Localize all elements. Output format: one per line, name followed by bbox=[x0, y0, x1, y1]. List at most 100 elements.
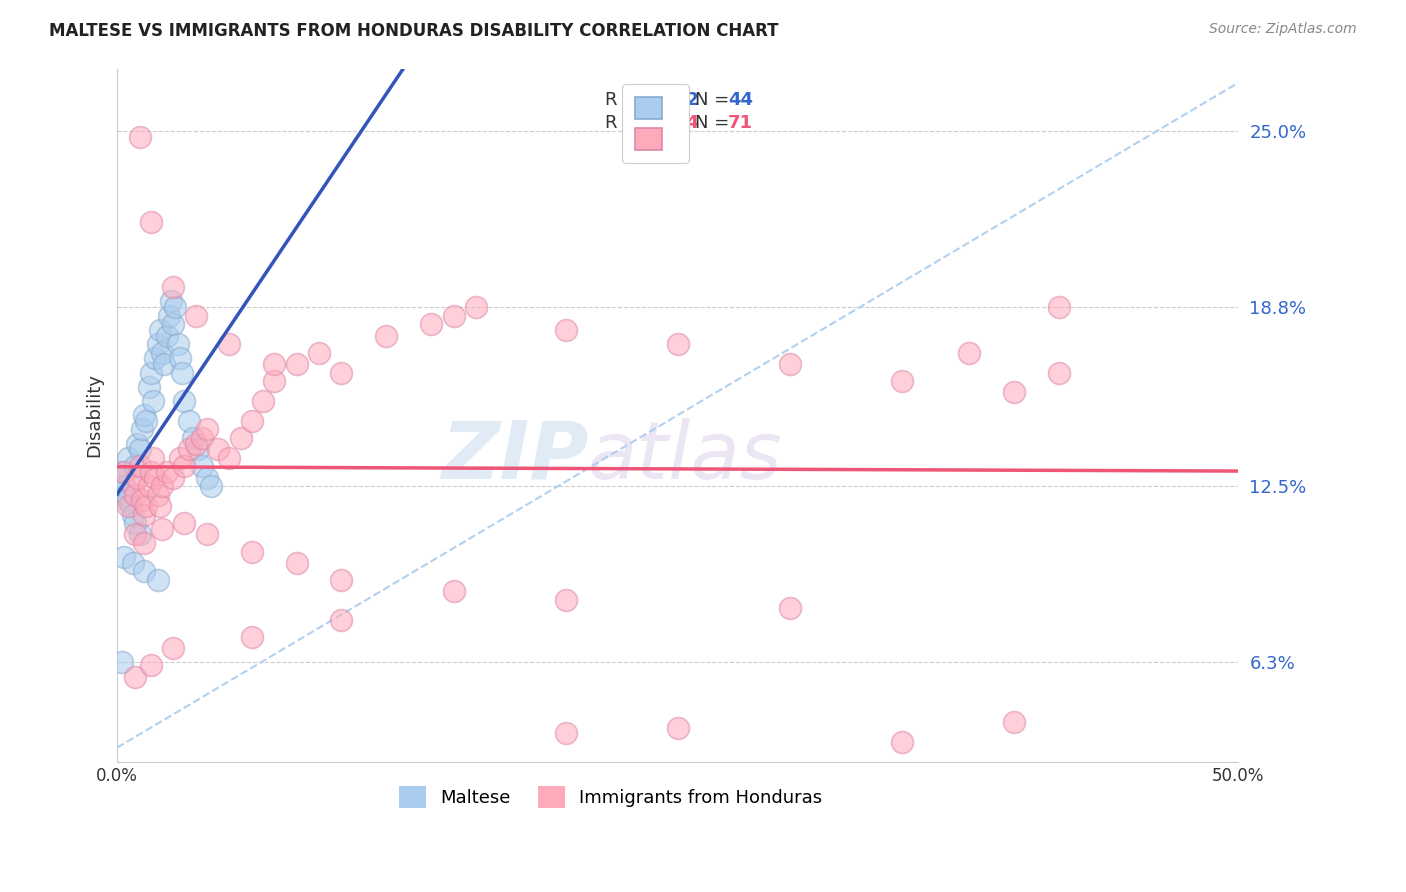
Point bbox=[160, 294, 183, 309]
Text: N =: N = bbox=[695, 113, 734, 132]
Point bbox=[142, 393, 165, 408]
Point bbox=[207, 442, 229, 457]
Point bbox=[139, 215, 162, 229]
Point bbox=[131, 422, 153, 436]
Point bbox=[122, 556, 145, 570]
Point bbox=[666, 337, 689, 351]
Point bbox=[184, 436, 207, 450]
Point bbox=[195, 470, 218, 484]
Point bbox=[263, 374, 285, 388]
Point bbox=[162, 317, 184, 331]
Point bbox=[124, 669, 146, 683]
Point bbox=[111, 656, 134, 670]
Point bbox=[162, 641, 184, 656]
Point bbox=[135, 499, 157, 513]
Point bbox=[120, 499, 142, 513]
Point bbox=[465, 300, 488, 314]
Point bbox=[138, 479, 160, 493]
Point bbox=[330, 613, 353, 627]
Point bbox=[155, 328, 177, 343]
Point bbox=[779, 601, 801, 615]
Point bbox=[128, 527, 150, 541]
Point bbox=[132, 565, 155, 579]
Point bbox=[124, 488, 146, 502]
Text: 44: 44 bbox=[728, 91, 754, 109]
Point bbox=[330, 573, 353, 587]
Point bbox=[132, 508, 155, 522]
Point bbox=[108, 470, 131, 484]
Point bbox=[779, 357, 801, 371]
Point bbox=[200, 479, 222, 493]
Point bbox=[139, 366, 162, 380]
Point bbox=[169, 351, 191, 366]
Point bbox=[195, 422, 218, 436]
Point bbox=[443, 584, 465, 599]
Y-axis label: Disability: Disability bbox=[86, 373, 103, 457]
Point bbox=[177, 414, 200, 428]
Point bbox=[1047, 300, 1070, 314]
Point bbox=[252, 393, 274, 408]
Text: atlas: atlas bbox=[588, 417, 783, 496]
Point bbox=[112, 465, 135, 479]
Point bbox=[183, 431, 205, 445]
Point bbox=[375, 328, 398, 343]
Text: 0.124: 0.124 bbox=[643, 113, 699, 132]
Point bbox=[263, 357, 285, 371]
Point bbox=[117, 493, 139, 508]
Point bbox=[124, 459, 146, 474]
Point bbox=[240, 544, 263, 558]
Point bbox=[150, 522, 173, 536]
Point bbox=[124, 527, 146, 541]
Point bbox=[169, 450, 191, 465]
Point bbox=[150, 345, 173, 359]
Point bbox=[155, 465, 177, 479]
Point bbox=[122, 508, 145, 522]
Point bbox=[1002, 714, 1025, 729]
Point bbox=[184, 309, 207, 323]
Point bbox=[191, 431, 214, 445]
Point bbox=[131, 493, 153, 508]
Point bbox=[330, 366, 353, 380]
Point bbox=[285, 556, 308, 570]
Point bbox=[187, 442, 209, 457]
Point bbox=[117, 499, 139, 513]
Text: 0.262: 0.262 bbox=[643, 91, 699, 109]
Point bbox=[162, 470, 184, 484]
Legend: Maltese, Immigrants from Honduras: Maltese, Immigrants from Honduras bbox=[391, 779, 830, 815]
Point bbox=[162, 280, 184, 294]
Point bbox=[420, 317, 443, 331]
Point bbox=[128, 129, 150, 144]
Text: N =: N = bbox=[695, 91, 734, 109]
Point bbox=[891, 374, 914, 388]
Point bbox=[143, 470, 166, 484]
Point bbox=[218, 450, 240, 465]
Point bbox=[124, 516, 146, 530]
Point bbox=[143, 351, 166, 366]
Point bbox=[146, 488, 169, 502]
Point bbox=[443, 309, 465, 323]
Point bbox=[157, 309, 180, 323]
Text: 71: 71 bbox=[728, 113, 754, 132]
Point bbox=[146, 573, 169, 587]
Point bbox=[132, 536, 155, 550]
Point bbox=[111, 465, 134, 479]
Point bbox=[554, 323, 576, 337]
Point bbox=[554, 592, 576, 607]
Point bbox=[149, 499, 172, 513]
Point bbox=[172, 366, 194, 380]
Point bbox=[191, 459, 214, 474]
Point bbox=[173, 516, 195, 530]
Point bbox=[166, 337, 188, 351]
Point bbox=[146, 337, 169, 351]
Point bbox=[128, 442, 150, 457]
Point bbox=[132, 408, 155, 422]
Point bbox=[173, 459, 195, 474]
Point bbox=[218, 337, 240, 351]
Text: MALTESE VS IMMIGRANTS FROM HONDURAS DISABILITY CORRELATION CHART: MALTESE VS IMMIGRANTS FROM HONDURAS DISA… bbox=[49, 22, 779, 40]
Point bbox=[173, 393, 195, 408]
Text: ZIP: ZIP bbox=[440, 417, 588, 496]
Point bbox=[240, 630, 263, 644]
Point bbox=[195, 527, 218, 541]
Point bbox=[150, 479, 173, 493]
Point bbox=[138, 380, 160, 394]
